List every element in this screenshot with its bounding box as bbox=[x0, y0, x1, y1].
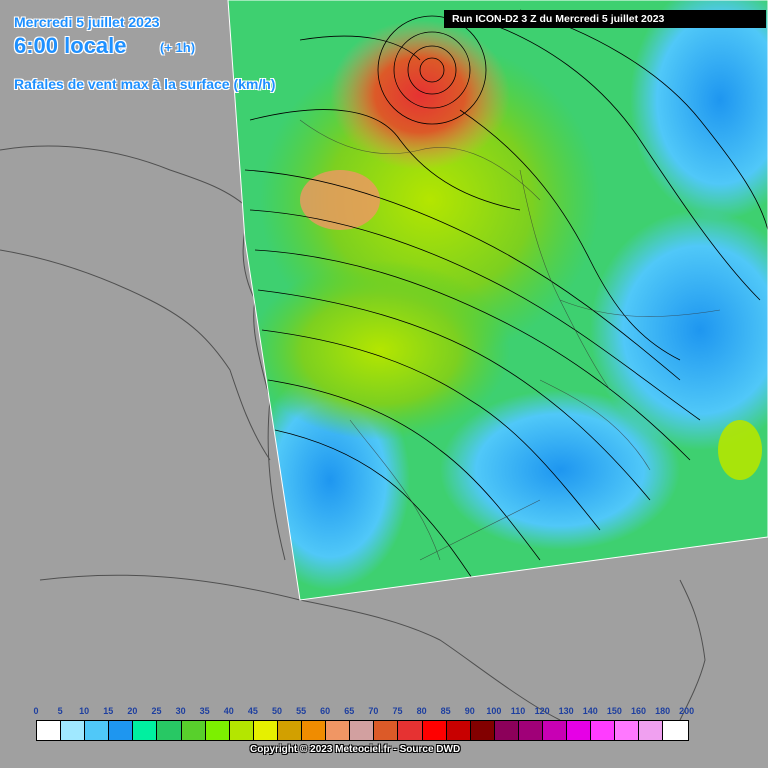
legend-swatch bbox=[615, 721, 640, 740]
legend-swatch-bar bbox=[36, 720, 689, 741]
legend-tick: 70 bbox=[368, 706, 379, 716]
forecast-date: Mercredi 5 juillet 2023 bbox=[14, 14, 160, 30]
legend-tick: 0 bbox=[33, 706, 39, 716]
legend-swatch bbox=[37, 721, 62, 740]
copyright-text: Copyright © 2023 Meteociel.fr - Source D… bbox=[250, 744, 461, 755]
legend-tick: 20 bbox=[127, 706, 138, 716]
legend-tick: 180 bbox=[655, 706, 671, 716]
legend-swatch bbox=[591, 721, 616, 740]
legend-tick: 65 bbox=[344, 706, 355, 716]
legend-swatch bbox=[398, 721, 423, 740]
legend-tick: 110 bbox=[510, 706, 526, 716]
legend-swatch bbox=[326, 721, 351, 740]
legend-swatch bbox=[446, 721, 471, 740]
legend-tick: 35 bbox=[199, 706, 210, 716]
legend-tick: 75 bbox=[392, 706, 403, 716]
region-borders bbox=[299, 119, 721, 561]
legend-swatch bbox=[229, 721, 254, 740]
legend-swatch bbox=[253, 721, 278, 740]
legend-swatch bbox=[61, 721, 86, 740]
forecast-offset: (+ 1h) bbox=[160, 40, 196, 55]
legend-swatch bbox=[350, 721, 375, 740]
legend-tick: 45 bbox=[247, 706, 258, 716]
legend-swatch bbox=[567, 721, 592, 740]
legend-tick: 60 bbox=[320, 706, 331, 716]
forecast-time: 6:00 locale bbox=[14, 33, 127, 58]
legend-tick: 160 bbox=[630, 706, 647, 716]
legend-tick: 85 bbox=[440, 706, 451, 716]
legend-tick: 200 bbox=[679, 706, 695, 716]
legend-swatch bbox=[157, 721, 182, 740]
legend-tick: 130 bbox=[558, 706, 574, 716]
legend-tick: 5 bbox=[57, 706, 63, 716]
legend-swatch bbox=[133, 721, 158, 740]
parameter-label: Rafales de vent max à la surface (km/h) bbox=[14, 76, 276, 92]
legend-swatch bbox=[374, 721, 399, 740]
legend-tick: 150 bbox=[606, 706, 622, 716]
legend-swatch bbox=[663, 721, 688, 740]
legend-swatch bbox=[542, 721, 568, 740]
legend-swatch bbox=[639, 721, 664, 740]
run-info-bar: Run ICON-D2 3 Z du Mercredi 5 juillet 20… bbox=[444, 10, 766, 28]
legend-tick: 15 bbox=[103, 706, 114, 716]
legend-tick: 55 bbox=[296, 706, 307, 716]
legend-tick: 40 bbox=[223, 706, 234, 716]
legend-swatch bbox=[518, 721, 543, 740]
legend-tick: 90 bbox=[464, 706, 475, 716]
legend-swatch bbox=[109, 721, 134, 740]
legend-swatch bbox=[422, 721, 447, 740]
legend-swatch bbox=[494, 721, 519, 740]
legend-tick: 10 bbox=[79, 706, 90, 716]
streamlines bbox=[244, 9, 768, 591]
legend-swatch bbox=[277, 721, 303, 740]
legend-swatch bbox=[470, 721, 495, 740]
legend-swatch bbox=[302, 721, 327, 740]
legend-swatch bbox=[181, 721, 206, 740]
legend-tick: 120 bbox=[534, 706, 550, 716]
background-land bbox=[0, 145, 706, 721]
legend-tick: 30 bbox=[175, 706, 186, 716]
legend-tick: 25 bbox=[151, 706, 162, 716]
legend-tick: 100 bbox=[486, 706, 502, 716]
legend-tick: 80 bbox=[416, 706, 427, 716]
legend-swatch bbox=[85, 721, 110, 740]
model-domain-border bbox=[227, 0, 768, 601]
legend-swatch bbox=[205, 721, 230, 740]
legend-tick: 50 bbox=[271, 706, 283, 716]
legend-tick: 140 bbox=[582, 706, 598, 716]
gust-field bbox=[228, 0, 768, 600]
